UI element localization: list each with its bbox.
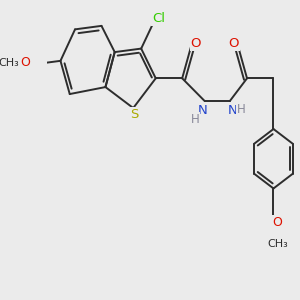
Text: O: O xyxy=(190,37,201,50)
Text: Cl: Cl xyxy=(152,12,165,26)
Text: O: O xyxy=(229,37,239,50)
Text: S: S xyxy=(130,108,139,121)
Text: N: N xyxy=(198,104,207,117)
Text: O: O xyxy=(272,216,282,229)
Text: CH₃: CH₃ xyxy=(267,239,288,249)
Text: N: N xyxy=(228,104,238,117)
Text: H: H xyxy=(237,103,245,116)
Text: CH₃: CH₃ xyxy=(0,58,19,68)
Text: H: H xyxy=(191,113,200,126)
Text: O: O xyxy=(20,56,30,69)
